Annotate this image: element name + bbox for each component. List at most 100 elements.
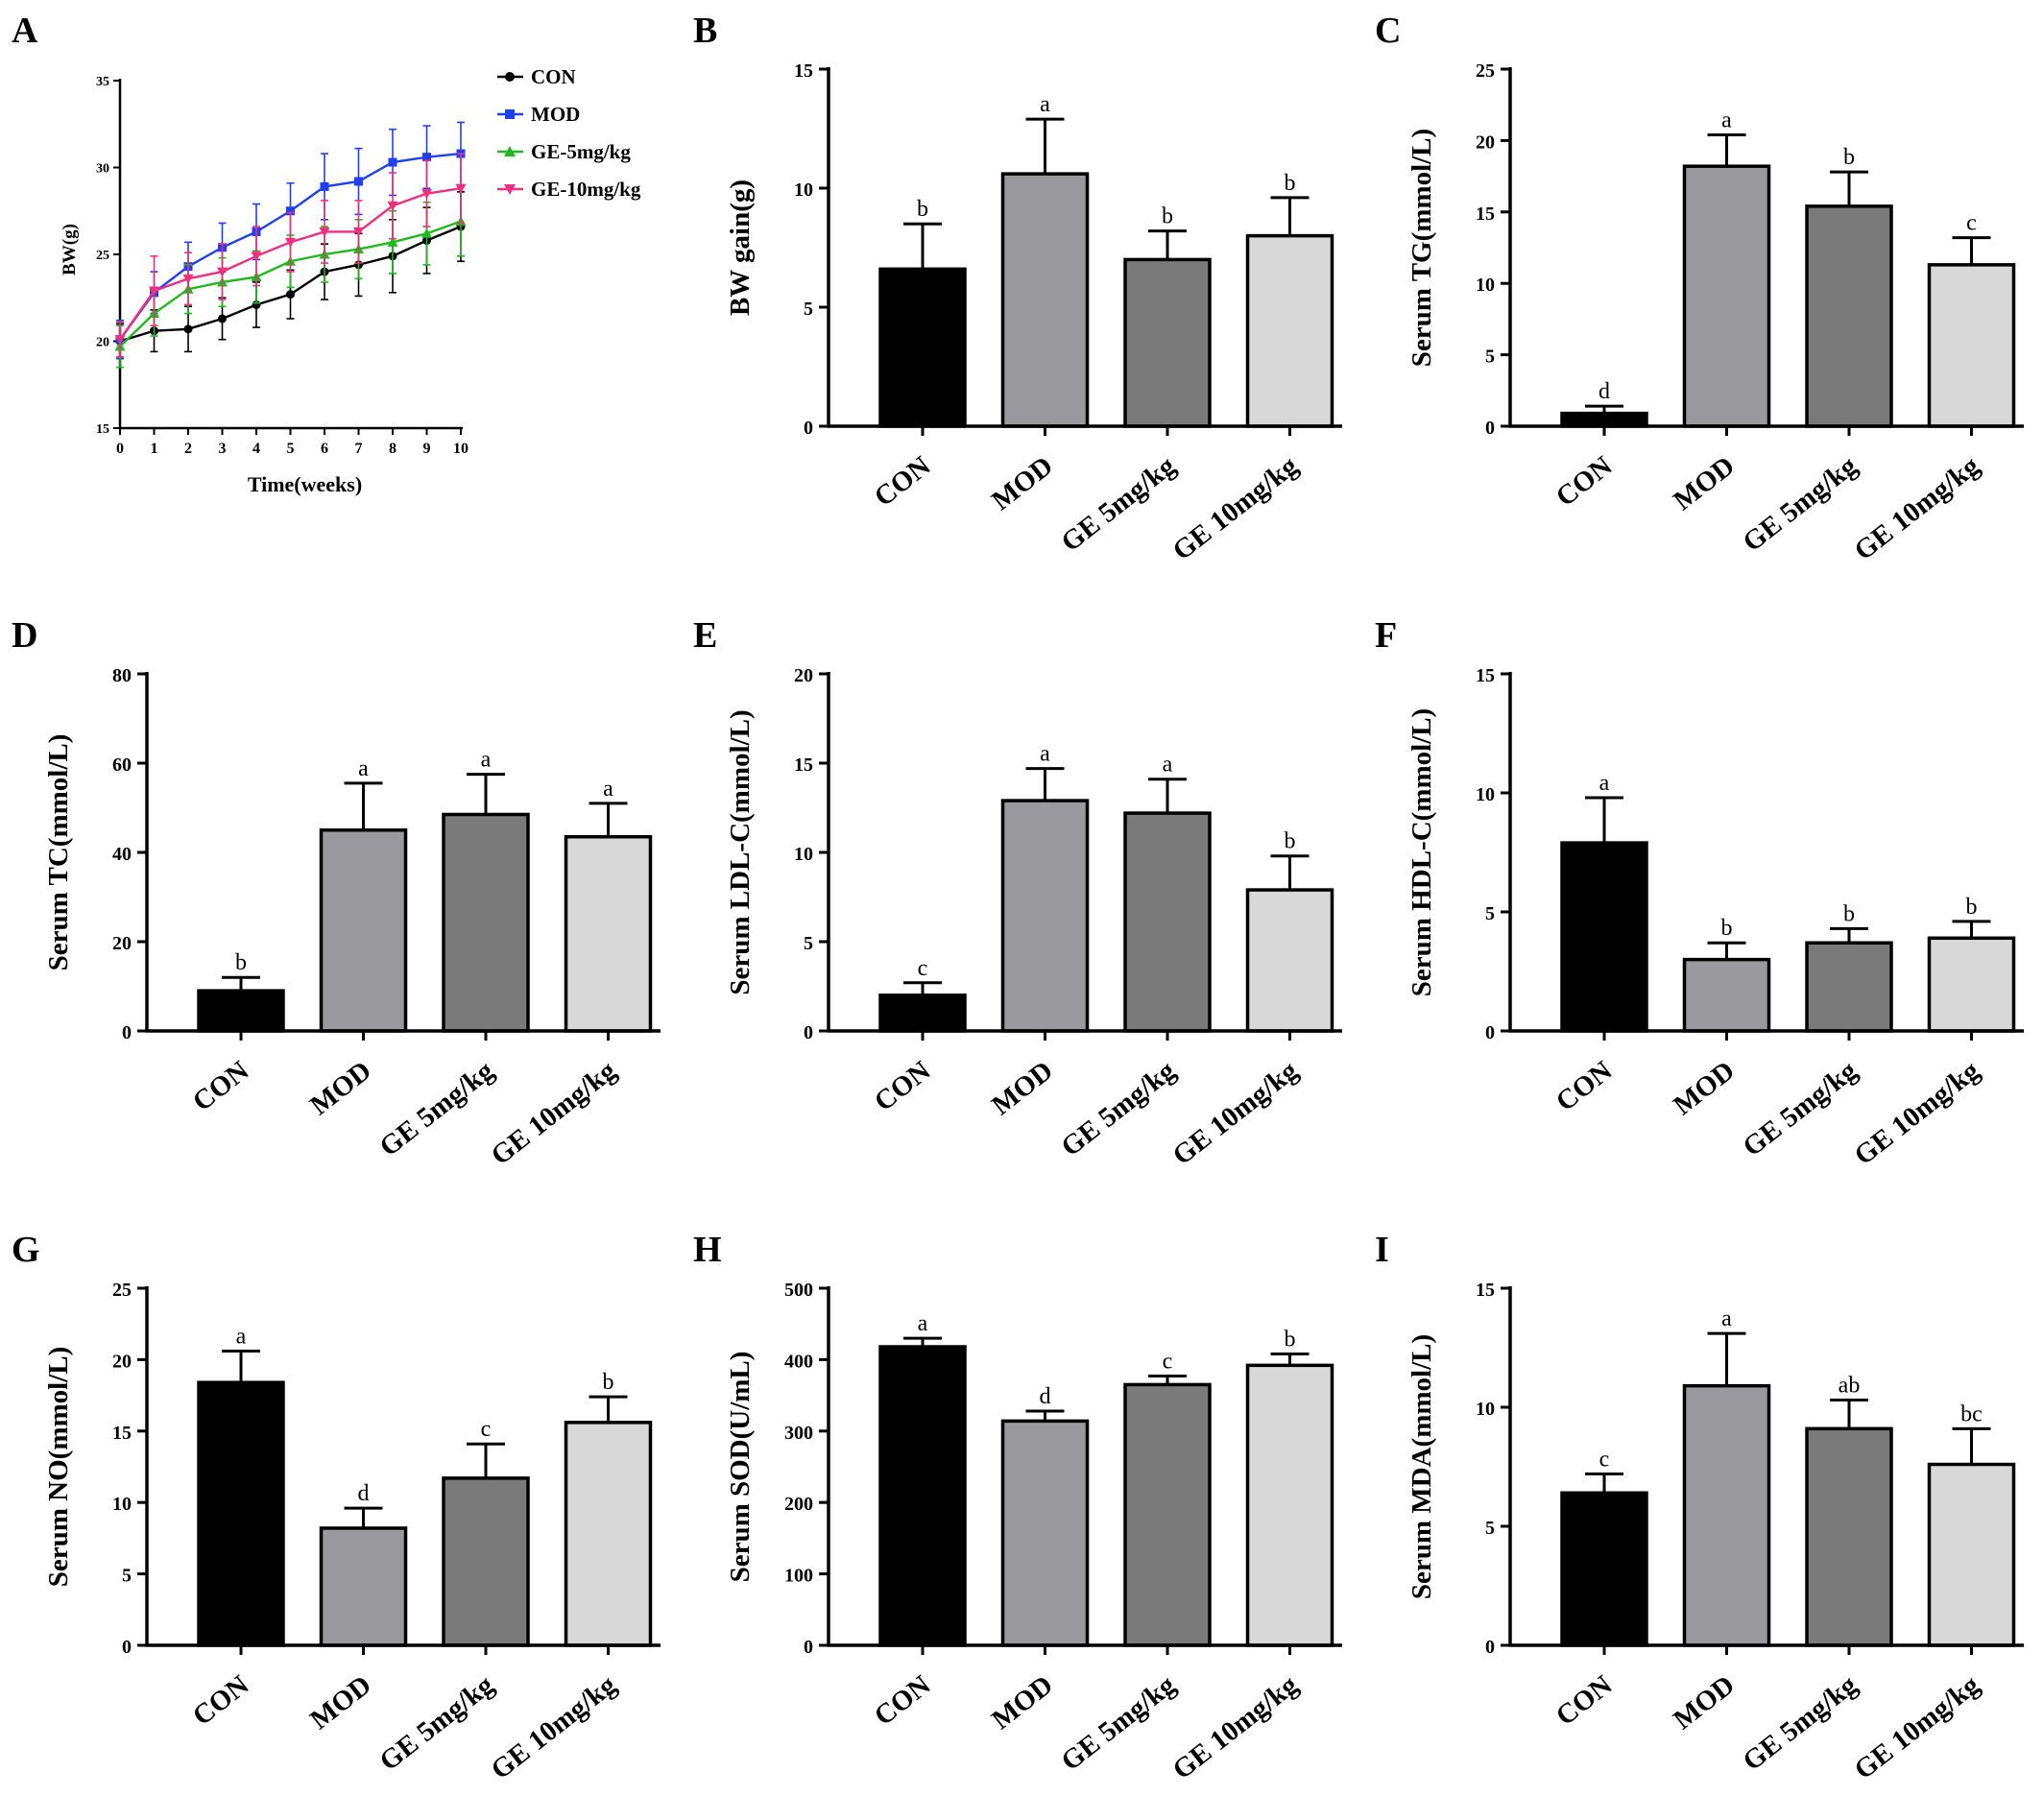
y-tick-label: 5 — [804, 299, 813, 320]
y-tick-label: 400 — [784, 1351, 813, 1372]
bar — [442, 812, 530, 1033]
category-label: MOD — [1668, 1055, 1741, 1121]
panel-g: Ga CON d MOD c GE 5mg/kg b GE 10mg/kg 0 5 10 15 20 25… — [12, 1230, 661, 1785]
category-label: GE 5mg/kg — [373, 1055, 499, 1162]
data-point — [251, 251, 262, 262]
legend-entry: MOD — [497, 103, 580, 126]
significance-label: d — [1040, 1384, 1051, 1409]
category-label: CON — [1550, 450, 1619, 513]
y-tick-label: 100 — [784, 1566, 813, 1587]
legend-label: CON — [531, 65, 576, 88]
significance-label: c — [1966, 211, 1977, 236]
panel-e: Ec CON a MOD a GE 5mg/kg b GE 10mg/kg 0 5 10 15 20 Se… — [693, 615, 1342, 1171]
data-point — [319, 227, 330, 237]
y-tick-label: 200 — [784, 1494, 813, 1515]
category-label: GE 5mg/kg — [373, 1669, 499, 1777]
y-axis-title: Serum NO(mmol/L) — [43, 1347, 74, 1588]
category-label: CON — [869, 1669, 937, 1732]
data-point — [149, 286, 159, 297]
data-point — [504, 146, 516, 156]
x-tick-label: 6 — [321, 441, 328, 457]
category-label: GE 10mg/kg — [486, 1055, 623, 1171]
y-axis-title: Serum HDL-C(mmol/L) — [1406, 708, 1437, 996]
panel-f: Fa CON b MOD b GE 5mg/kg b GE 10mg/kg 0 5 10 15 Seru… — [1375, 615, 2024, 1171]
y-tick-label: 5 — [1485, 347, 1495, 368]
panel-d: Db CON a MOD a GE 5mg/kg a GE 10mg/kg 0 20 40 60 80 S… — [12, 615, 661, 1171]
panel-letter: G — [12, 1230, 40, 1270]
bar — [1000, 1419, 1090, 1647]
panel-h: Ha CON d MOD c GE 5mg/kg b GE 10mg/kg 0 100 200 300… — [693, 1230, 1342, 1785]
significance-label: b — [917, 197, 928, 222]
bar — [1123, 257, 1212, 428]
significance-label: d — [1598, 379, 1610, 404]
significance-label: c — [1599, 1447, 1610, 1472]
data-point — [387, 201, 398, 211]
category-label: GE 10mg/kg — [1849, 1055, 1986, 1171]
category-label: MOD — [304, 1055, 377, 1121]
category-label: CON — [187, 1055, 255, 1117]
y-tick-label: 0 — [804, 1022, 813, 1043]
significance-label: b — [235, 950, 247, 975]
bar — [1927, 936, 2016, 1033]
y-tick-label: 15 — [112, 1423, 132, 1444]
legend-entry: GE-10mg/kg — [497, 178, 641, 201]
panel-letter: D — [12, 615, 37, 656]
data-point — [285, 237, 296, 248]
significance-label: b — [1721, 916, 1733, 941]
y-tick-label: 0 — [1485, 418, 1495, 439]
y-tick-label: 20 — [794, 665, 813, 686]
y-tick-label: 5 — [1485, 1518, 1495, 1539]
bar — [1805, 941, 1893, 1033]
panel-b: Bb CON a MOD b GE 5mg/kg b GE 10mg/kg 0 5 10 15 BW g… — [693, 11, 1342, 566]
significance-label: c — [1163, 1350, 1173, 1375]
y-tick-label: 20 — [1476, 132, 1495, 153]
panel-a: A 15 20 25 30 35 0 1 2 3 4 5 6 7 8 9 10 Time(weeks) BW(g) C… — [12, 11, 641, 496]
panel-letter: E — [693, 615, 717, 656]
bar — [197, 989, 285, 1033]
significance-label: b — [603, 1370, 614, 1395]
y-tick-label: 5 — [122, 1566, 132, 1587]
significance-label: a — [1040, 742, 1050, 767]
significance-label: c — [918, 956, 928, 981]
data-point — [286, 290, 295, 299]
significance-label: ab — [1839, 1374, 1861, 1399]
y-tick-label: 5 — [804, 933, 813, 954]
bar — [878, 994, 967, 1033]
y-tick-label: 0 — [122, 1022, 132, 1043]
category-label: CON — [1550, 1669, 1619, 1732]
data-point — [388, 157, 397, 167]
bar — [319, 1526, 408, 1647]
bar — [1000, 799, 1090, 1033]
category-label: GE 10mg/kg — [1849, 1669, 1986, 1785]
category-label: GE 5mg/kg — [1737, 450, 1863, 558]
category-label: CON — [1550, 1055, 1619, 1117]
x-tick-label: 10 — [453, 441, 469, 457]
bar — [1560, 1491, 1648, 1647]
panel-letter: F — [1375, 615, 1397, 656]
bar — [197, 1380, 285, 1647]
data-point — [218, 314, 227, 323]
significance-label: a — [918, 1311, 928, 1336]
bar — [564, 834, 653, 1033]
bar — [1927, 1462, 2016, 1647]
category-label: CON — [869, 1055, 937, 1117]
y-tick-label: 0 — [1485, 1637, 1495, 1658]
bar — [878, 1345, 967, 1647]
category-label: MOD — [986, 1669, 1059, 1736]
significance-label: b — [1966, 895, 1978, 920]
y-axis-title: Serum LDL-C(mmol/L) — [725, 709, 756, 994]
bar — [1123, 1382, 1212, 1647]
panel-letter: I — [1375, 1230, 1389, 1270]
significance-label: a — [236, 1324, 247, 1349]
category-label: CON — [187, 1669, 255, 1732]
data-point — [505, 109, 515, 119]
y-tick-label: 0 — [1485, 1022, 1495, 1043]
bar — [1682, 164, 1771, 428]
panel-letter: C — [1375, 11, 1401, 51]
legend-label: GE-10mg/kg — [531, 178, 641, 201]
significance-label: b — [1162, 204, 1173, 229]
x-tick-label: 2 — [184, 441, 192, 457]
y-tick-label: 20 — [112, 1351, 132, 1372]
y-tick-label: 0 — [122, 1637, 132, 1658]
